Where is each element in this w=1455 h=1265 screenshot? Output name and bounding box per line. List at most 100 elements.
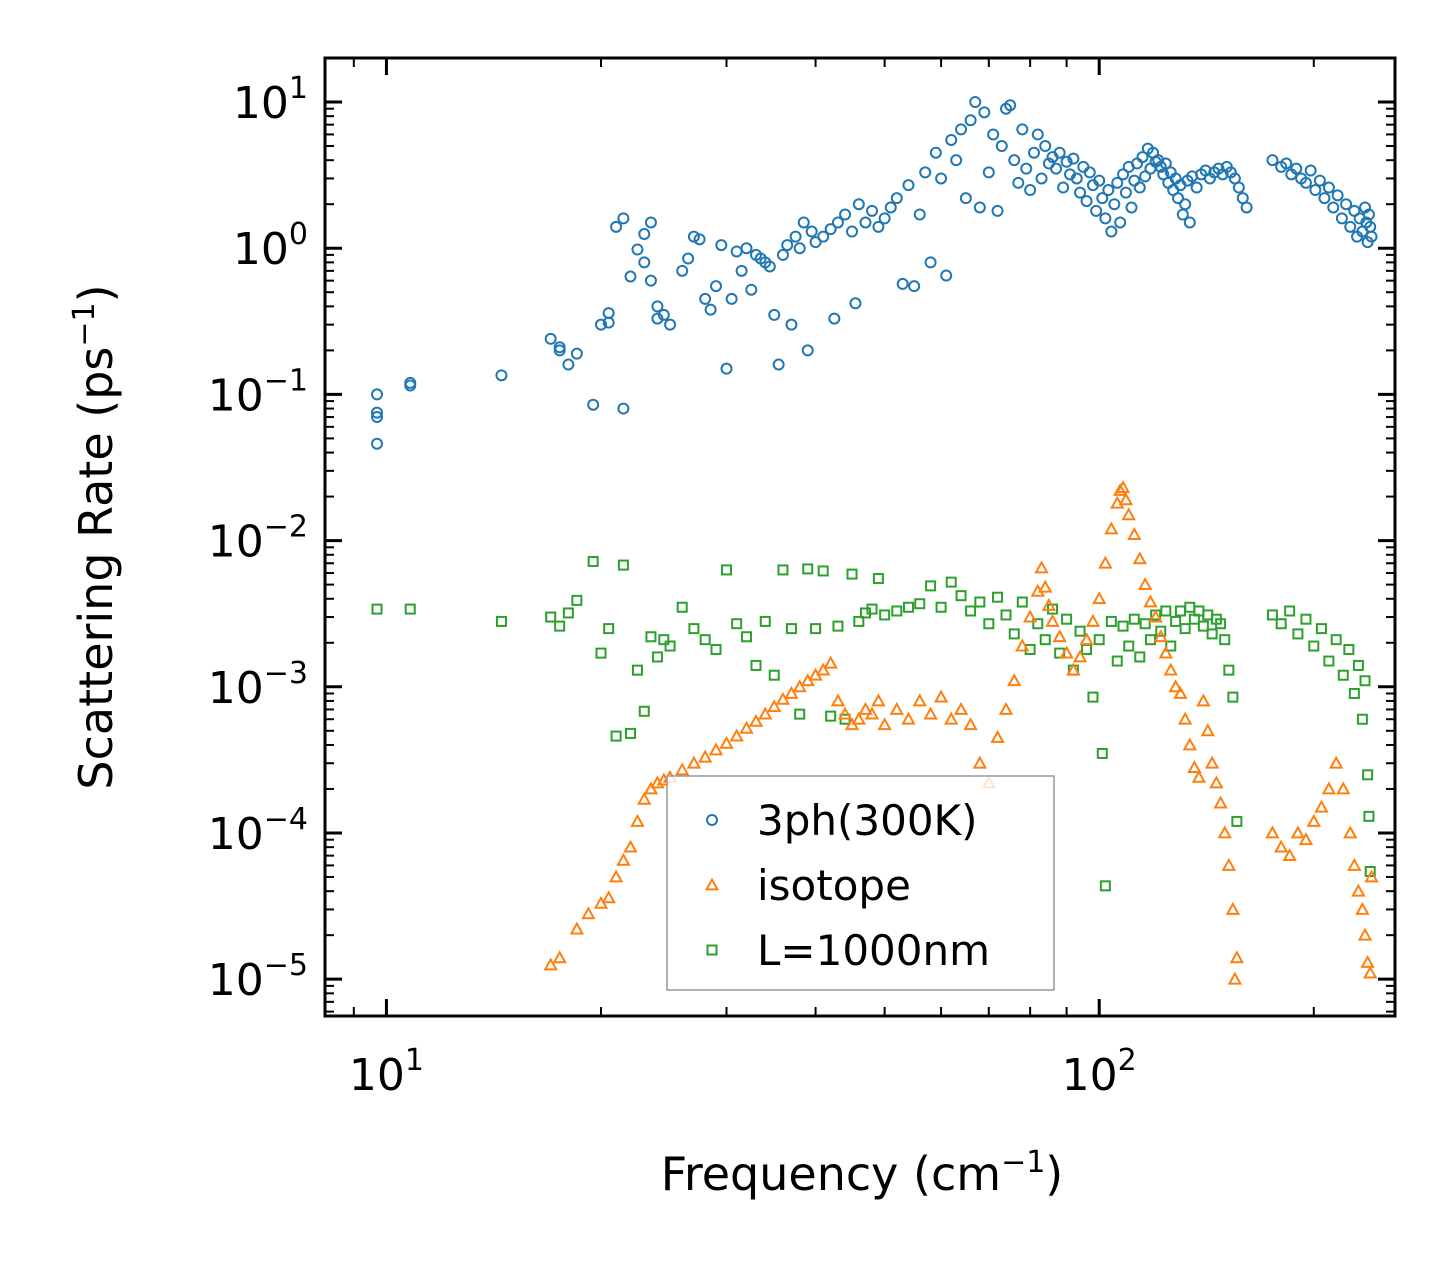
x-tick-label: 102 xyxy=(1062,1043,1137,1101)
circle-data-point xyxy=(1074,186,1087,199)
square-data-point xyxy=(965,605,977,617)
circle-data-point xyxy=(1057,181,1070,194)
square-data-point xyxy=(832,620,844,632)
circle-data-point xyxy=(929,146,942,159)
square-data-point xyxy=(825,710,837,722)
triangle-data-point xyxy=(1153,629,1168,643)
square-data-point xyxy=(699,634,711,646)
triangle-data-point xyxy=(923,706,938,720)
y-tick-labels: 101 100 10−1 10−2 10−3 10−4 10−5 xyxy=(208,71,308,1006)
triangle-data-point xyxy=(616,852,631,866)
triangle-data-point xyxy=(1104,521,1119,535)
circle-data-point xyxy=(959,192,972,205)
circle-data-point xyxy=(859,216,872,229)
triangle-data-point xyxy=(1041,597,1057,611)
square-data-point xyxy=(1352,659,1364,671)
triangle-data-point xyxy=(1196,693,1211,707)
square-data-point xyxy=(1227,691,1239,703)
square-data-point xyxy=(1275,618,1287,630)
circle-data-point xyxy=(919,166,932,179)
square-data-point xyxy=(925,580,937,592)
circle-data-point xyxy=(1309,184,1322,197)
square-data-point xyxy=(1284,605,1296,617)
triangle-data-point xyxy=(1079,632,1094,646)
circle-data-point xyxy=(1344,220,1357,233)
square-data-point xyxy=(1128,613,1140,625)
circle-data-point xyxy=(969,96,982,109)
triangle-data-point xyxy=(767,699,782,713)
triangle-data-point xyxy=(1364,869,1379,883)
circle-data-point xyxy=(1027,146,1040,159)
series-circle xyxy=(371,96,1378,450)
square-data-point xyxy=(587,555,599,567)
square-data-point xyxy=(1155,625,1167,637)
circle-data-point xyxy=(1179,198,1192,211)
circle-data-point xyxy=(828,312,841,325)
triangle-data-point xyxy=(933,689,949,703)
square-data-point xyxy=(1219,634,1231,646)
triangle-data-point xyxy=(1360,954,1375,968)
circle-data-point xyxy=(849,297,862,310)
circle-data-point xyxy=(1035,172,1048,185)
circle-data-point xyxy=(664,318,677,331)
y-tick-label: 100 xyxy=(233,217,308,275)
triangle-data-point xyxy=(729,728,744,742)
triangle-data-point xyxy=(1112,482,1128,496)
triangle-data-point xyxy=(1148,609,1163,623)
triangle-data-point xyxy=(1127,526,1142,540)
triangle-data-point xyxy=(1137,577,1153,591)
circle-data-point xyxy=(1004,99,1017,112)
triangle-data-point xyxy=(1200,723,1215,737)
square-data-point xyxy=(562,607,574,619)
triangle-data-point xyxy=(1298,832,1314,846)
square-data-point xyxy=(1292,628,1304,640)
circle-data-point xyxy=(1157,168,1170,181)
triangle-data-point xyxy=(1273,839,1289,853)
square-data-point xyxy=(1008,628,1020,640)
triangle-data-point xyxy=(1132,551,1147,565)
triangle-data-point xyxy=(1015,638,1030,652)
circle-data-point xyxy=(982,166,995,179)
triangle-data-point xyxy=(1022,609,1038,623)
circle-data-point xyxy=(404,379,417,392)
circle-data-point xyxy=(1125,201,1138,214)
triangle-data-point xyxy=(1343,825,1358,839)
circle-data-point xyxy=(1136,151,1149,164)
square-data-point xyxy=(1170,615,1182,627)
triangle-data-point xyxy=(708,742,724,756)
square-data-point xyxy=(1139,618,1151,630)
circle-data-point xyxy=(720,362,733,375)
triangle-data-point xyxy=(792,679,807,693)
square-data-point xyxy=(955,590,967,602)
circle-data-point xyxy=(371,411,384,424)
triangle-data-point xyxy=(837,706,853,720)
circle-data-point xyxy=(745,283,758,296)
square-data-point xyxy=(1223,664,1235,676)
circle-data-point xyxy=(1105,225,1118,238)
circle-data-point xyxy=(617,402,630,415)
triangle-data-point xyxy=(912,693,927,707)
circle-data-point xyxy=(371,406,384,419)
square-data-point xyxy=(404,603,416,615)
y-tick-label: 10−1 xyxy=(208,363,308,421)
circle-data-point xyxy=(805,225,818,238)
triangle-data-point xyxy=(637,791,652,805)
triangle-data-point xyxy=(1059,645,1074,659)
circle-data-point xyxy=(595,318,608,331)
square-data-point xyxy=(1179,623,1191,635)
circle-data-point xyxy=(1318,192,1331,205)
triangle-data-point xyxy=(739,720,754,734)
triangle-data-point xyxy=(1098,555,1113,569)
square-data-point xyxy=(1197,620,1209,632)
circle-data-point xyxy=(1152,154,1165,167)
circle-data-point xyxy=(1280,157,1293,170)
legend-marker-circle xyxy=(706,814,718,826)
square-data-point xyxy=(710,643,722,655)
square-data-point xyxy=(676,601,688,613)
circle-data-point xyxy=(817,230,830,243)
square-data-point xyxy=(617,559,629,571)
square-data-point xyxy=(914,598,926,610)
square-data-point xyxy=(1363,810,1375,822)
triangle-data-point xyxy=(1357,927,1373,941)
